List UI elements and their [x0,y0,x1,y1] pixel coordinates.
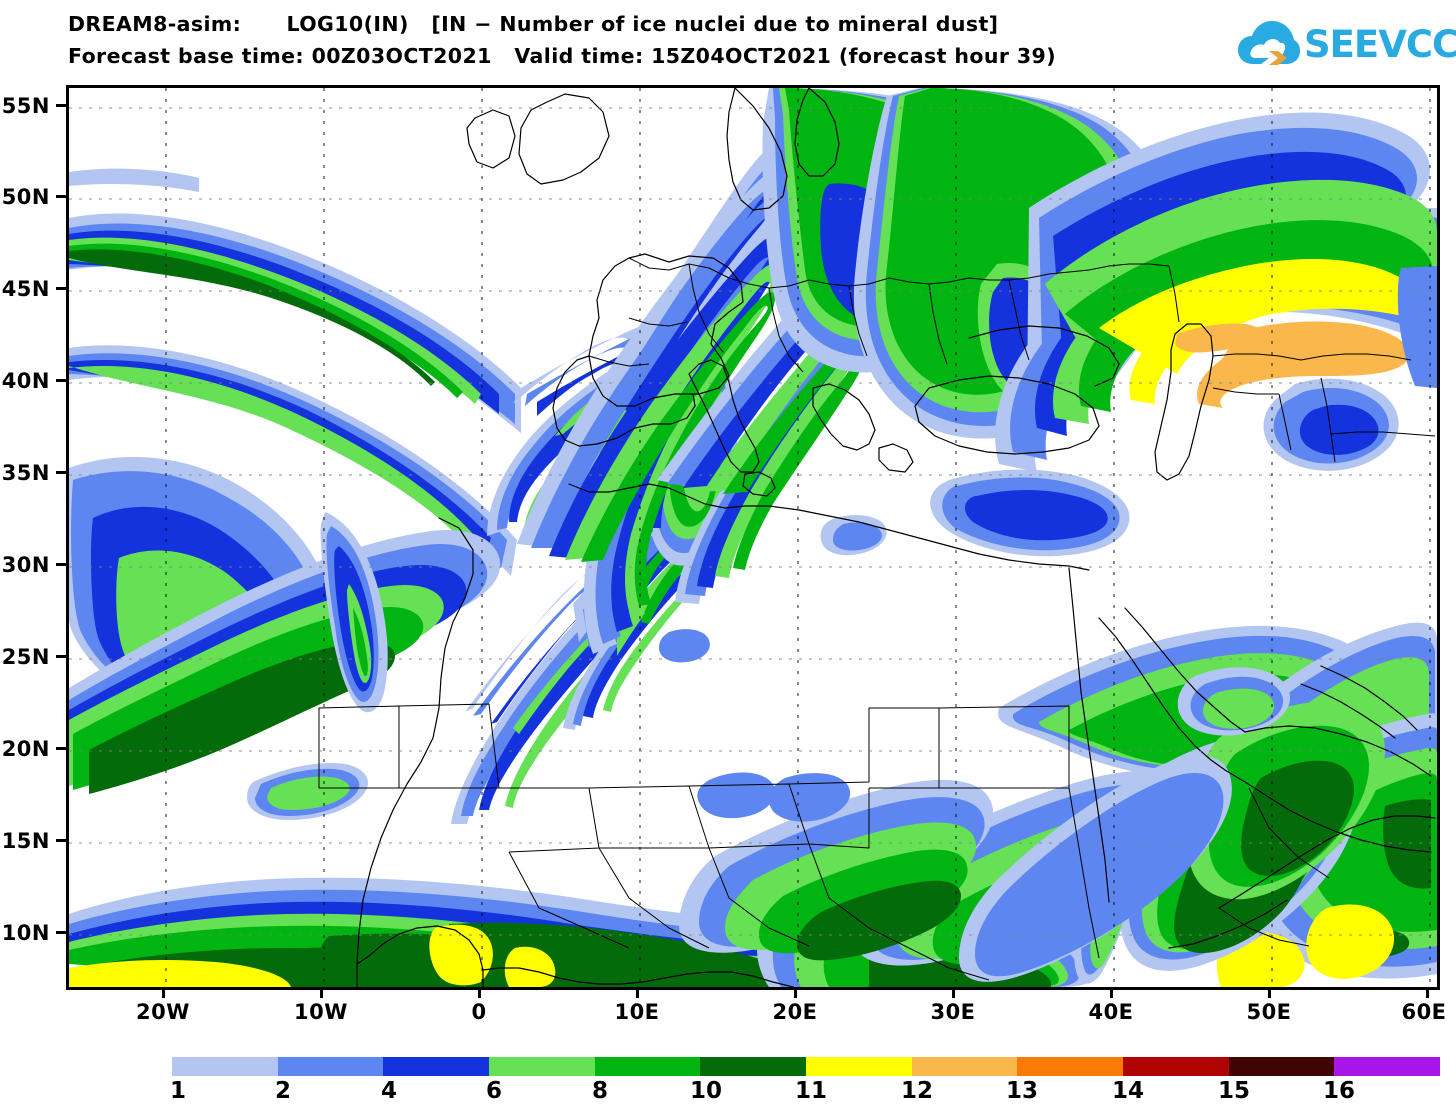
colorbar-label-6: 6 [485,1078,503,1104]
map-plot-area [66,85,1440,990]
colorbar-label-11: 11 [794,1078,828,1104]
colorbar-band-16 [1334,1057,1441,1076]
colorbar-label-2: 2 [274,1078,292,1104]
x-tick [1268,988,1271,998]
y-tick [56,104,66,107]
colorbar-label-12: 12 [900,1078,934,1104]
colorbar-band-10 [700,1057,807,1076]
header-title-line: DREAM8-asim: LOG10(IN) [IN − Number of i… [68,12,999,36]
y-tick [56,379,66,382]
x-tick [478,988,481,998]
contour-niger-chad [679,779,994,961]
y-tick [56,471,66,474]
colorbar-band-12 [911,1057,1018,1076]
y-axis-label-20n: 20N [1,737,50,761]
colorbar [172,1057,1441,1076]
colorbar-label-13: 13 [1005,1078,1039,1104]
x-axis-label-50e: 50E [1246,1000,1292,1024]
y-axis-label-40n: 40N [1,369,50,393]
colorbar-band-2 [277,1057,384,1076]
graticule-meridians [165,88,1431,987]
header: DREAM8-asim: LOG10(IN) [IN − Number of i… [0,0,1456,85]
y-tick [56,931,66,934]
colorbar-band-6 [489,1057,595,1076]
x-tick [1426,988,1429,998]
y-tick [56,655,66,658]
contour-atlantic-arc2 [69,345,517,576]
colorbar-band-1 [172,1057,278,1076]
colorbar-band-4 [383,1057,490,1076]
colorbar-label-8: 8 [591,1078,609,1104]
contour-red-sea-patches [1177,667,1291,736]
colorbar-band-13 [1017,1057,1124,1076]
logo-text: SEEVCCC [1304,23,1456,66]
colorbar-band-15 [1228,1057,1335,1076]
x-tick [794,988,797,998]
x-tick [952,988,955,998]
y-tick [56,195,66,198]
contour-chad-diagonal [959,755,1232,982]
x-axis-label-0: 0 [471,1000,487,1024]
contour-central-asia-band [995,112,1437,472]
x-axis-label-40e: 40E [1088,1000,1134,1024]
x-axis-label-20e: 20E [772,1000,818,1024]
x-tick [320,988,323,998]
seevccc-logo: SEEVCCC [1238,18,1456,76]
x-axis-label-20w: 20W [136,1000,190,1024]
contour-north-atlantic [69,213,521,433]
x-tick [636,988,639,998]
colorbar-label-14: 14 [1111,1078,1145,1104]
colorbar-label-4: 4 [380,1078,398,1104]
y-axis-label-30n: 30N [1,553,50,577]
x-axis-label-10e: 10E [614,1000,660,1024]
y-tick [56,747,66,750]
colorbar-band-14 [1123,1057,1229,1076]
country-borders [318,257,1436,981]
x-tick [1110,988,1113,998]
y-tick [56,839,66,842]
contour-upper-left [69,168,199,192]
y-axis-label-15n: 15N [1,829,50,853]
colorbar-band-8 [594,1057,701,1076]
contour-ethiopia-core [1188,701,1385,900]
contour-canary-islands [247,762,369,820]
contour-morocco-band [320,512,388,713]
graticule [69,107,1437,936]
cloud-icon [1238,21,1300,65]
y-axis-label-45n: 45N [1,277,50,301]
x-axis-label-10w: 10W [294,1000,348,1024]
contour-turkey-patches [930,266,1437,557]
colorbar-label-1: 1 [169,1078,187,1104]
x-axis-label-60e: 60E [1401,1000,1447,1024]
contour-scattered-patches [659,515,887,822]
coastlines [356,88,1436,987]
x-tick [162,988,165,998]
colorbar-band-11 [806,1057,912,1076]
colorbar-label-16: 16 [1322,1078,1356,1104]
y-tick [56,563,66,566]
y-axis-label-10n: 10N [1,921,50,945]
colorbar-ticks: 1 2 4 6 8 10 11 12 13 14 15 16 [0,1078,1456,1108]
colorbar-label-15: 15 [1217,1078,1251,1104]
y-axis-label-25n: 25N [1,645,50,669]
y-axis-label-35n: 35N [1,461,50,485]
header-time-line: Forecast base time: 00Z03OCT2021 Valid t… [68,44,1056,68]
y-axis-label-55n: 55N [1,94,50,118]
dust-concentration-map [69,88,1437,987]
y-tick [56,287,66,290]
x-axis-label-30e: 30E [930,1000,976,1024]
colorbar-label-10: 10 [689,1078,723,1104]
y-axis-label-50n: 50N [1,185,50,209]
